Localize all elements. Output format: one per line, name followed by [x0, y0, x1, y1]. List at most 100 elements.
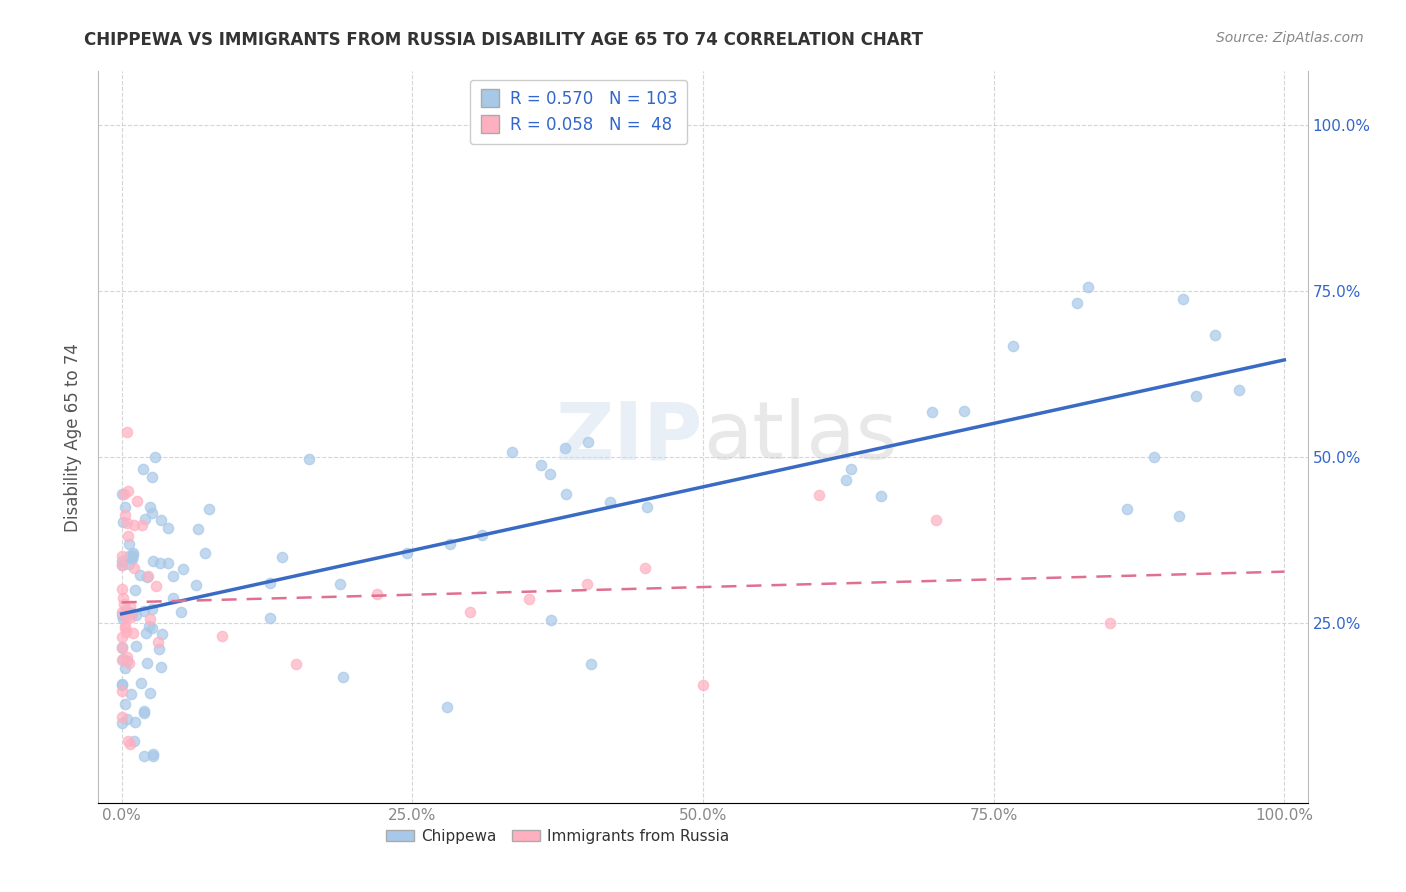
- Point: [1143, 450, 1166, 464]
- Point: [114, 660, 136, 674]
- Text: ZIP: ZIP: [555, 398, 703, 476]
- Point: [136, 570, 159, 584]
- Point: [115, 425, 138, 439]
- Point: [124, 714, 146, 729]
- Point: [125, 608, 148, 623]
- Point: [1171, 293, 1194, 307]
- Point: [162, 569, 184, 583]
- Point: [1002, 339, 1025, 353]
- Point: [111, 582, 134, 596]
- Point: [115, 712, 138, 726]
- Y-axis label: Disability Age 65 to 74: Disability Age 65 to 74: [65, 343, 83, 532]
- Point: [634, 561, 657, 575]
- Point: [439, 537, 461, 551]
- Point: [1066, 296, 1088, 310]
- Point: [921, 405, 943, 419]
- Point: [808, 488, 831, 502]
- Point: [148, 634, 170, 648]
- Point: [156, 556, 179, 570]
- Point: [142, 554, 165, 568]
- Point: [198, 502, 221, 516]
- Point: [111, 653, 134, 667]
- Point: [111, 558, 134, 572]
- Point: [122, 547, 145, 561]
- Point: [115, 610, 138, 624]
- Point: [172, 562, 194, 576]
- Point: [117, 733, 139, 747]
- Point: [149, 513, 172, 527]
- Point: [118, 599, 141, 613]
- Point: [118, 549, 141, 563]
- Point: [122, 517, 145, 532]
- Point: [501, 445, 523, 459]
- Point: [259, 576, 281, 591]
- Point: [170, 605, 193, 619]
- Text: CHIPPEWA VS IMMIGRANTS FROM RUSSIA DISABILITY AGE 65 TO 74 CORRELATION CHART: CHIPPEWA VS IMMIGRANTS FROM RUSSIA DISAB…: [84, 31, 924, 49]
- Point: [111, 487, 134, 501]
- Point: [129, 675, 152, 690]
- Point: [111, 640, 134, 655]
- Point: [111, 549, 134, 564]
- Point: [134, 512, 156, 526]
- Point: [139, 500, 162, 514]
- Point: [194, 546, 217, 560]
- Point: [1185, 389, 1208, 403]
- Point: [259, 611, 281, 625]
- Point: [839, 462, 862, 476]
- Point: [111, 652, 134, 666]
- Point: [111, 515, 134, 529]
- Point: [111, 612, 134, 626]
- Point: [692, 678, 714, 692]
- Point: [149, 556, 172, 570]
- Point: [554, 441, 576, 455]
- Point: [270, 550, 292, 565]
- Point: [111, 640, 134, 655]
- Point: [128, 568, 150, 582]
- Point: [112, 487, 135, 501]
- Point: [115, 625, 138, 640]
- Point: [111, 554, 134, 568]
- Point: [332, 670, 354, 684]
- Point: [125, 640, 148, 654]
- Point: [1229, 383, 1251, 397]
- Point: [114, 697, 136, 711]
- Point: [120, 687, 142, 701]
- Point: [142, 747, 165, 762]
- Point: [111, 558, 134, 573]
- Point: [111, 591, 134, 606]
- Point: [1098, 615, 1121, 630]
- Point: [298, 451, 321, 466]
- Point: [138, 618, 160, 632]
- Point: [141, 621, 163, 635]
- Point: [118, 558, 141, 572]
- Point: [157, 521, 180, 535]
- Point: [117, 484, 139, 499]
- Point: [530, 458, 553, 472]
- Point: [136, 569, 159, 583]
- Point: [148, 642, 170, 657]
- Point: [187, 522, 209, 536]
- Point: [924, 513, 946, 527]
- Point: [122, 561, 145, 575]
- Point: [150, 627, 173, 641]
- Point: [1167, 508, 1189, 523]
- Point: [599, 495, 621, 509]
- Point: [141, 470, 163, 484]
- Point: [132, 704, 155, 718]
- Point: [111, 677, 134, 691]
- Point: [122, 734, 145, 748]
- Point: [114, 500, 136, 515]
- Legend: Chippewa, Immigrants from Russia: Chippewa, Immigrants from Russia: [380, 822, 735, 850]
- Point: [121, 549, 143, 564]
- Point: [142, 749, 165, 764]
- Point: [131, 517, 153, 532]
- Point: [114, 508, 136, 522]
- Point: [576, 435, 599, 450]
- Point: [124, 582, 146, 597]
- Point: [112, 598, 135, 612]
- Point: [114, 622, 136, 636]
- Point: [111, 630, 134, 644]
- Point: [115, 654, 138, 668]
- Point: [143, 450, 166, 465]
- Point: [952, 404, 974, 418]
